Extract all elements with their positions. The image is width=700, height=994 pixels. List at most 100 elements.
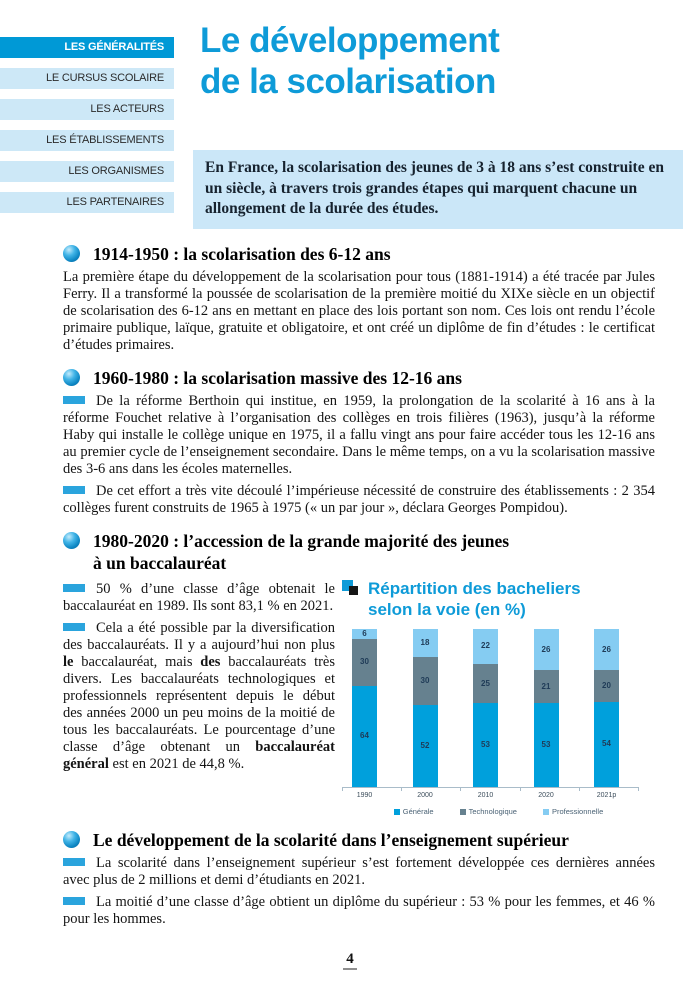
bar-segment-professionnelle: 26 [533, 629, 559, 671]
axis-tick [519, 788, 521, 791]
axis-tick [460, 788, 462, 791]
page-title: Le développement de la scolarisation [200, 20, 500, 102]
bar-segment-générale: 53 [473, 703, 498, 787]
legend-item-générale: Générale [393, 807, 434, 816]
bar-value-label: 21 [541, 681, 551, 691]
section-4-paragraph-2-text: La moitié d’une classe d’âge obtient un … [63, 894, 655, 927]
sidebar-item-3[interactable]: LES ÉTABLISSEMENTS [0, 130, 174, 151]
bar-value-label: 26 [541, 644, 551, 654]
section-3-paragraph-1: 50 % d’une classe d’âge obtenait le bacc… [63, 581, 335, 615]
chart-x-axis [342, 787, 639, 788]
bar-value-label: 26 [602, 644, 611, 654]
bar-value-label: 53 [481, 740, 490, 750]
intro-box: En France, la scolarisation des jeunes d… [193, 150, 683, 229]
sidebar-item-1[interactable]: LE CURSUS SCOLAIRE [0, 68, 174, 89]
chart-plot-area: 6 30 64 18 30 52 22 25 53 26 21 53 26 20 54 [342, 629, 655, 787]
bar-value-label: 25 [481, 678, 490, 688]
chart-title: Répartition des bacheliers selon la voie… [342, 578, 655, 620]
bar-segment-professionnelle: 22 [473, 629, 498, 664]
sphere-bullet-icon [63, 245, 80, 262]
paragraph-dash-icon [63, 623, 85, 631]
bar-2021p: 26 20 54 [594, 629, 619, 787]
page-header: LES GÉNÉRALITÉS LE CURSUS SCOLAIRE LES ACT… [0, 0, 700, 230]
page-footer: 4 [0, 950, 700, 970]
section-2-header: 1960-1980 : la scolarisation massive des… [63, 367, 655, 389]
text-segment: le [63, 654, 74, 670]
sidebar-item-0[interactable]: LES GÉNÉRALITÉS [0, 37, 174, 58]
bar-segment-professionnelle: 6 [352, 629, 377, 639]
section-3-paragraph-2-text: Cela a été possible par la diversificati… [63, 620, 335, 772]
bar-value-label: 52 [420, 740, 430, 750]
chart-bullet-icon [342, 580, 359, 596]
section-3-columns: 50 % d’une classe d’âge obtenait le bacc… [63, 577, 655, 816]
bar-segment-professionnelle: 18 [412, 629, 438, 658]
section-3-paragraph-2: Cela a été possible par la diversificati… [63, 620, 335, 773]
axis-tick [637, 788, 639, 791]
bar-segment-générale: 54 [594, 701, 619, 787]
bar-value-label: 18 [420, 638, 430, 648]
axis-tick [342, 788, 343, 791]
page-title-line2: de la scolarisation [200, 62, 496, 101]
bar-value-label: 53 [541, 740, 551, 750]
section-4-paragraph-1-text: La scolarité dans l’enseignement supérie… [63, 855, 655, 888]
section-1-paragraph: La première étape du développement de la… [63, 269, 655, 353]
section-3-title: 1980-2020 : l’accession de la grande maj… [93, 530, 509, 574]
bar-2010: 22 25 53 [473, 629, 498, 787]
bar-2000: 18 30 52 [412, 629, 438, 787]
bar-value-label: 30 [360, 657, 369, 667]
sphere-bullet-icon [63, 532, 80, 549]
text-segment: baccalauréats très divers. Les baccalaur… [63, 654, 335, 755]
section-3-text-column: 50 % d’une classe d’âge obtenait le bacc… [63, 577, 335, 816]
x-axis-label: 2021p [596, 792, 617, 799]
bar-segment-technologique: 30 [412, 657, 438, 705]
section-2-paragraph-2: De cet effort a très vite découlé l’impé… [63, 483, 655, 517]
x-axis-label: 1990 [356, 792, 373, 799]
legend-item-professionnelle: Professionnelle [542, 807, 604, 816]
bar-segment-générale: 53 [533, 703, 559, 787]
bar-segment-technologique: 25 [473, 663, 498, 704]
section-1-header: 1914-1950 : la scolarisation des 6-12 an… [63, 243, 655, 265]
chart: Répartition des bacheliers selon la voie… [335, 577, 655, 816]
section-2-title: 1960-1980 : la scolarisation massive des… [93, 368, 462, 388]
page-number: 4 [343, 951, 357, 970]
section-4-title: Le développement de la scolarité dans l’… [93, 830, 569, 850]
bar-1990: 6 30 64 [352, 629, 377, 787]
x-axis-label: 2020 [538, 792, 554, 799]
bar-value-label: 20 [602, 680, 611, 690]
section-2-paragraph-1-text: De la réforme Berthoin qui institue, en … [63, 393, 655, 477]
sidebar-item-4[interactable]: LES ORGANISMES [0, 161, 174, 182]
bar-value-label: 64 [360, 731, 369, 741]
bar-segment-professionnelle: 26 [594, 629, 619, 671]
legend-item-technologique: Technologique [459, 807, 517, 816]
bar-value-label: 54 [602, 739, 611, 749]
text-segment: des [200, 654, 221, 670]
paragraph-dash-icon [63, 486, 85, 494]
text-segment: est en 2021 de 44,8 %. [108, 756, 245, 772]
section-2-paragraph-2-text: De cet effort a très vite découlé l’impé… [63, 483, 655, 516]
section-4-paragraph-2: La moitié d’une classe d’âge obtient un … [63, 894, 655, 928]
sphere-bullet-icon [63, 831, 80, 848]
sphere-bullet-icon [63, 369, 80, 386]
chart-title-text: Répartition des bacheliers selon la voie… [368, 579, 581, 619]
section-2-paragraph-1: De la réforme Berthoin qui institue, en … [63, 393, 655, 478]
paragraph-dash-icon [63, 584, 85, 592]
page-title-line1: Le développement [200, 21, 500, 60]
section-3-header: 1980-2020 : l’accession de la grande maj… [63, 530, 655, 574]
chart-axis-ticks [342, 788, 639, 791]
x-axis-label: 2000 [417, 792, 433, 799]
bar-segment-générale: 64 [352, 685, 377, 787]
section-4-header: Le développement de la scolarité dans l’… [63, 829, 655, 851]
legend-label: Générale [402, 807, 434, 816]
x-axis-label: 2010 [477, 792, 494, 799]
sidebar: LES GÉNÉRALITÉS LE CURSUS SCOLAIRE LES ACT… [0, 37, 174, 223]
bar-value-label: 30 [420, 676, 430, 686]
sidebar-item-5[interactable]: LES PARTENAIRES [0, 192, 174, 213]
axis-tick [401, 788, 403, 791]
sidebar-item-2[interactable]: LES ACTEURS [0, 99, 174, 120]
legend-swatch-icon [393, 808, 400, 815]
paragraph-dash-icon [63, 897, 85, 905]
legend-label: Professionnelle [551, 807, 604, 816]
section-3-title-line1: 1980-2020 : l’accession de la grande maj… [93, 531, 510, 551]
legend-swatch-icon [542, 808, 549, 815]
legend-label: Technologique [468, 807, 517, 816]
